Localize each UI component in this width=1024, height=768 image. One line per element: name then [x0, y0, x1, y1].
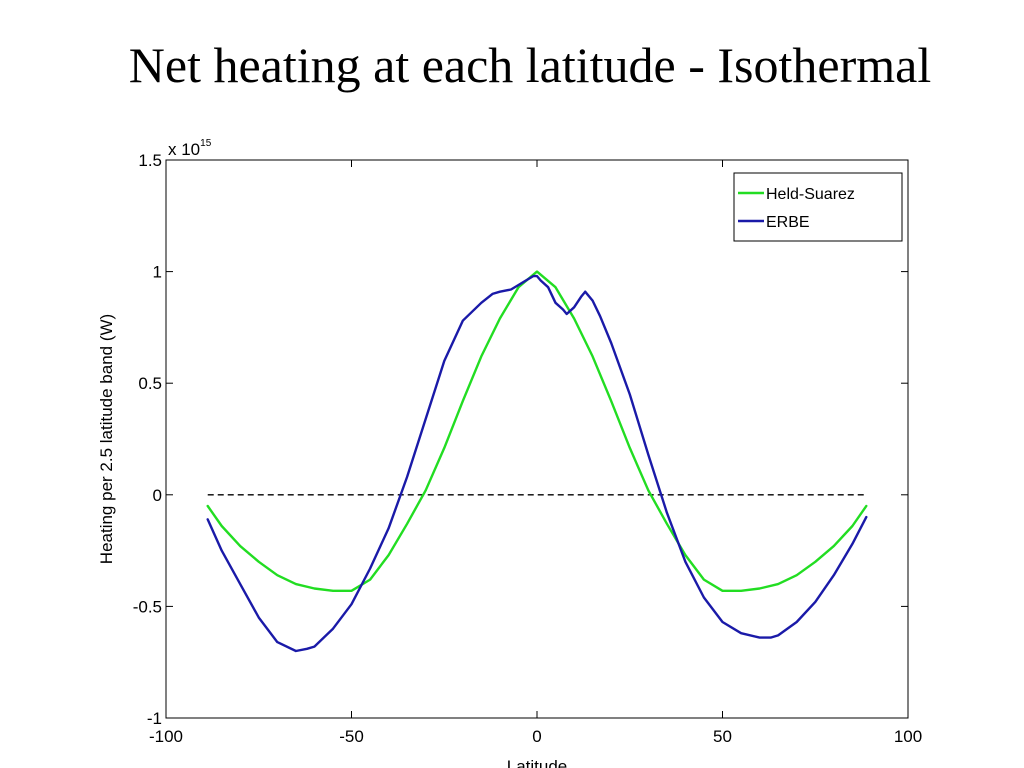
y-tick-label: -0.5	[133, 597, 162, 616]
x-tick-label: 100	[894, 727, 922, 746]
series-line-erbe	[206, 274, 868, 653]
y-exponent-power: 15	[200, 138, 212, 149]
series-layer	[206, 270, 868, 653]
y-tick-label: 1	[153, 263, 162, 282]
y-exponent-label: x 1015	[168, 138, 212, 159]
x-tick-label: -100	[149, 727, 183, 746]
x-tick-label: -50	[339, 727, 364, 746]
y-tick-label: -1	[147, 709, 162, 728]
plot-frame	[165, 159, 909, 719]
legend: Held-Suarez ERBE	[733, 172, 903, 242]
y-tick-label: 1.5	[138, 151, 162, 170]
legend-label: ERBE	[766, 214, 810, 231]
y-tick-label: 0.5	[138, 374, 162, 393]
y-tick-label: 0	[153, 486, 162, 505]
legend-box	[733, 172, 903, 242]
slide-title: Net heating at each latitude - Isotherma…	[128, 37, 932, 93]
legend-label: Held-Suarez	[766, 186, 855, 203]
y-axis-label: Heating per 2.5 latitude band (W)	[97, 314, 116, 564]
axis-labels: Latitude Heating per 2.5 latitude band (W…	[97, 314, 567, 768]
x-tick-label: 50	[713, 727, 732, 746]
x-tick-label: 0	[532, 727, 541, 746]
x-axis-label: Latitude	[507, 757, 568, 768]
series-line-held-suarez	[206, 270, 868, 592]
